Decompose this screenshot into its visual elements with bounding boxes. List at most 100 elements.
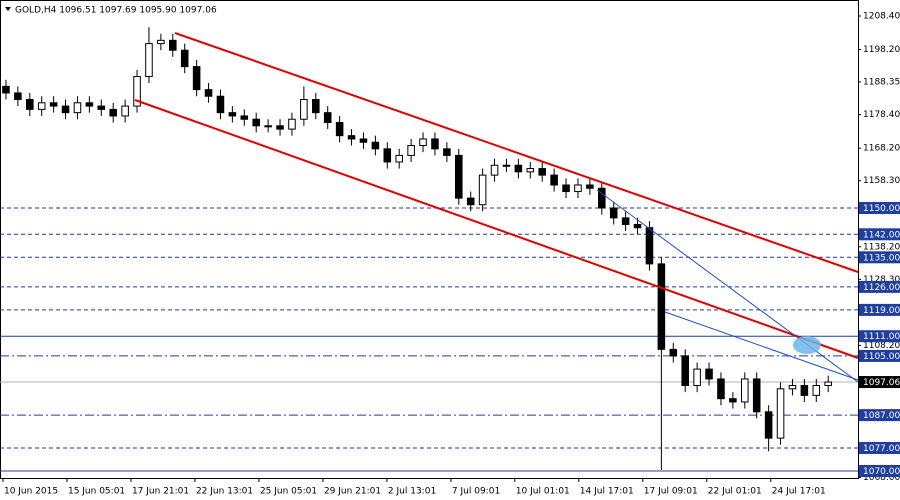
- level-label: 1135.00: [863, 253, 900, 263]
- candle-body: [574, 184, 582, 193]
- candle-body: [681, 355, 689, 387]
- x-tick-label: 10 Jul 01:01: [516, 487, 570, 497]
- candle-body: [2, 85, 10, 94]
- candle-body: [526, 168, 535, 173]
- candle-body: [609, 207, 618, 219]
- candle-body: [705, 368, 713, 380]
- level-box: [859, 280, 900, 293]
- x-tick-label: 24 Jul 17:01: [772, 487, 826, 497]
- candle-body: [717, 378, 725, 400]
- candle-body: [121, 105, 129, 117]
- candle-body: [204, 89, 213, 97]
- candle-body: [598, 187, 606, 209]
- candle-body: [383, 148, 392, 163]
- candle-body: [788, 385, 797, 390]
- candle-body: [312, 99, 320, 114]
- candle-body: [37, 102, 46, 110]
- candle-body: [228, 112, 237, 117]
- candle-body: [264, 125, 272, 128]
- x-tick-label: 2 Jul 13:01: [388, 487, 436, 497]
- candle-body: [431, 138, 439, 150]
- candle-body: [61, 105, 70, 114]
- candle-body: [824, 381, 832, 387]
- candle-body: [502, 164, 511, 167]
- candles: [2, 27, 832, 471]
- highlight: [793, 336, 821, 354]
- candle-body: [752, 378, 761, 413]
- x-tick-label: 22 Jun 13:01: [196, 487, 253, 497]
- candle-body: [26, 99, 34, 110]
- candle-body: [14, 92, 22, 101]
- axes: 1208.40 1198.20 1188.35 1178.40 1168.20 1158.…: [2, 12, 900, 497]
- plot-frame: [0, 0, 859, 479]
- x-tick-label: 14 Jul 17:01: [580, 487, 634, 497]
- level-box: [859, 303, 900, 316]
- candle-body: [240, 115, 249, 120]
- candle-body: [514, 164, 523, 173]
- x-tick-label: 25 Jun 05:01: [260, 487, 317, 497]
- level-label: 1111.00: [863, 332, 900, 342]
- candle-body: [621, 217, 630, 225]
- levels: [0, 207, 858, 472]
- level-box: [859, 228, 900, 241]
- level-box: [859, 201, 900, 214]
- y-tick-label: 1108.20: [863, 341, 900, 351]
- x-tick-label: 22 Jul 01:01: [708, 487, 762, 497]
- candle-body: [586, 184, 594, 189]
- candle-body: [633, 223, 642, 229]
- y-tick-label: 1068.00: [863, 473, 900, 483]
- level-box: [859, 441, 900, 454]
- candle-body: [669, 348, 678, 357]
- candle-body: [729, 398, 737, 403]
- level-box: [859, 251, 900, 264]
- x-tick-label: 15 Jun 05:01: [68, 487, 125, 497]
- candle-body: [741, 378, 749, 403]
- level-label: 1150.00: [863, 204, 900, 214]
- y-tick-label: 1168.20: [863, 144, 900, 154]
- level-label: 1126.00: [863, 283, 900, 293]
- level-label: 1105.00: [863, 352, 900, 362]
- y-tick-label: 1158.30: [863, 176, 900, 186]
- candle-body: [73, 102, 82, 114]
- candle-body: [764, 411, 773, 439]
- candle-body: [335, 122, 344, 137]
- candle-body: [657, 263, 666, 350]
- candle-body: [347, 135, 356, 140]
- level-box: [859, 464, 900, 477]
- candle-body: [252, 118, 260, 127]
- candle-body: [192, 66, 201, 91]
- level-label: 1070.00: [863, 467, 900, 477]
- candle-body: [645, 227, 654, 265]
- candle-body: [419, 138, 427, 147]
- candle-body: [180, 49, 189, 68]
- level-box: [859, 376, 900, 389]
- candle-body: [133, 75, 141, 107]
- y-tick-label: 1178.40: [863, 110, 900, 120]
- candle-body: [288, 118, 296, 130]
- candle-body: [407, 145, 415, 156]
- candle-body: [395, 154, 403, 163]
- level-label: 1119.00: [863, 306, 900, 316]
- candle-body: [371, 141, 380, 150]
- candle-body: [776, 388, 785, 439]
- candle-body: [323, 112, 332, 124]
- y-tick-label: 1138.20: [863, 242, 900, 252]
- y-tick-label: 1128.30: [863, 275, 900, 285]
- candle-body: [109, 108, 117, 117]
- candle-body: [466, 197, 475, 206]
- chart-title: GOLD,H4 1096.51 1097.69 1095.90 1097.06: [15, 6, 217, 16]
- candle-body: [693, 368, 701, 387]
- channel-lower: [134, 99, 859, 359]
- trend-line: [664, 311, 859, 381]
- x-tick-label: 29 Jun 21:01: [324, 487, 381, 497]
- candle-body: [812, 385, 821, 396]
- drawings: [134, 32, 859, 383]
- candle-body: [300, 99, 308, 120]
- channel-upper: [174, 32, 859, 273]
- candle-body: [97, 105, 106, 110]
- level-label: 1077.00: [863, 444, 900, 454]
- level-label: 1097.06: [863, 378, 900, 388]
- x-tick-label: 17 Jul 09:01: [644, 487, 698, 497]
- candle-body: [455, 154, 463, 199]
